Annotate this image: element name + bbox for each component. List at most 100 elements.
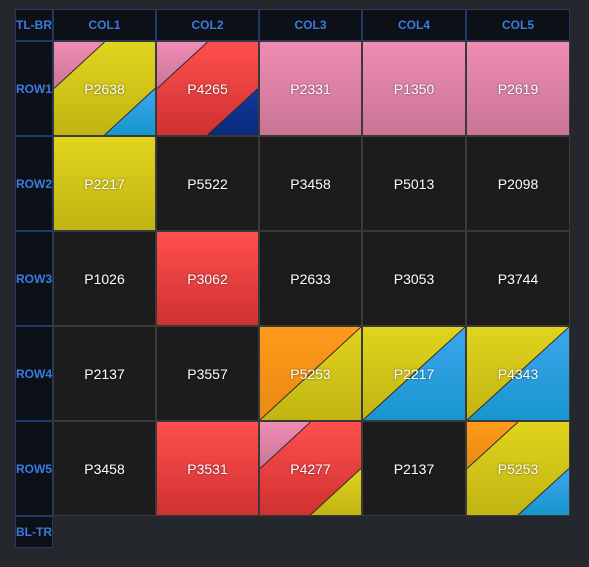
- cell-fill: [54, 327, 155, 420]
- cell-label: P3062: [187, 270, 228, 287]
- cell-swatch: [260, 422, 361, 515]
- cell-fill: [467, 232, 569, 325]
- cell-swatch: [467, 422, 569, 515]
- cell-label: P3744: [497, 270, 539, 287]
- cell-fill: [363, 232, 465, 325]
- cell-swatch: [157, 327, 258, 420]
- cell-label: P5253: [290, 365, 331, 382]
- cell-label: P3557: [187, 365, 228, 382]
- grid-cell-r4-c5[interactable]: P4343: [466, 326, 570, 421]
- cell-label: P5013: [393, 175, 435, 192]
- corner-bottom-left-label: BL-TR: [15, 516, 53, 548]
- cell-fill: [157, 137, 258, 230]
- cell-swatch: [363, 327, 465, 420]
- cell-swatch: [363, 422, 465, 515]
- cell-divider: [157, 42, 208, 89]
- cell-label: P2098: [497, 175, 539, 192]
- grid-cell-r4-c1[interactable]: P2137: [53, 326, 156, 421]
- row-header-3: ROW3: [15, 231, 53, 326]
- cell-fill: [260, 232, 361, 325]
- cell-swatch: [260, 42, 361, 135]
- column-header-1: COL1: [53, 9, 156, 41]
- cell-swatch: [260, 327, 361, 420]
- cell-label: P5522: [187, 175, 228, 192]
- corner-top-left-label: TL-BR: [15, 9, 53, 41]
- cell-label: P4343: [497, 365, 539, 382]
- grid-cell-r1-c1[interactable]: P2638: [53, 41, 156, 136]
- cell-swatch: [467, 327, 569, 420]
- cell-fill: [363, 42, 465, 135]
- cell-label: P3458: [84, 460, 125, 477]
- grid-cell-r3-c2[interactable]: P3062: [156, 231, 259, 326]
- grid-cell-r4-c4[interactable]: P2217: [362, 326, 466, 421]
- grid-cell-r2-c3[interactable]: P3458: [259, 136, 362, 231]
- column-header-2: COL2: [156, 9, 259, 41]
- cell-label: P2331: [290, 80, 331, 97]
- column-header-4: COL4: [362, 9, 466, 41]
- grid-cell-r5-c5[interactable]: P5253: [466, 421, 570, 516]
- cell-label: P2619: [497, 80, 539, 97]
- cell-swatch: [467, 232, 569, 325]
- cell-swatch: [363, 137, 465, 230]
- cell-divider: [260, 327, 361, 420]
- grid-cell-r1-c5[interactable]: P2619: [466, 41, 570, 136]
- cell-label: P1350: [393, 80, 435, 97]
- cell-label: P1026: [84, 270, 125, 287]
- grid-cell-r2-c5[interactable]: P2098: [466, 136, 570, 231]
- cell-swatch: [54, 422, 155, 515]
- cell-label: P3053: [393, 270, 435, 287]
- grid-cell-r3-c5[interactable]: P3744: [466, 231, 570, 326]
- cell-fill: [363, 137, 465, 230]
- cell-divider: [104, 88, 155, 135]
- grid-cell-r5-c1[interactable]: P3458: [53, 421, 156, 516]
- cell-fill: [54, 422, 155, 515]
- cell-swatch: [157, 42, 258, 135]
- cell-fill: [260, 137, 361, 230]
- grid-cell-r2-c4[interactable]: P5013: [362, 136, 466, 231]
- grid-cell-r1-c2[interactable]: P4265: [156, 41, 259, 136]
- cell-divider: [207, 88, 258, 135]
- cell-label: P3458: [290, 175, 331, 192]
- cell-swatch: [54, 327, 155, 420]
- cell-label: P2137: [84, 365, 125, 382]
- cell-swatch: [467, 137, 569, 230]
- grid-cell-r3-c1[interactable]: P1026: [53, 231, 156, 326]
- cell-label: P4277: [290, 460, 331, 477]
- cell-fill: [157, 327, 258, 420]
- grid-cell-r2-c1[interactable]: P2217: [53, 136, 156, 231]
- cell-swatch: [54, 137, 155, 230]
- cell-swatch: [467, 42, 569, 135]
- grid-cell-r3-c3[interactable]: P2633: [259, 231, 362, 326]
- cell-divider: [363, 327, 465, 420]
- grid-cell-r1-c4[interactable]: P1350: [362, 41, 466, 136]
- cell-swatch: [157, 137, 258, 230]
- cell-swatch: [260, 137, 361, 230]
- cell-divider: [517, 468, 569, 515]
- grid-cell-r4-c2[interactable]: P3557: [156, 326, 259, 421]
- cell-swatch: [54, 232, 155, 325]
- cell-label: P2217: [84, 175, 125, 192]
- cell-fill: [157, 232, 258, 325]
- cell-label: P5253: [497, 460, 539, 477]
- grid-cell-r5-c4[interactable]: P2137: [362, 421, 466, 516]
- grid-cell-r5-c2[interactable]: P3531: [156, 421, 259, 516]
- cell-swatch: [157, 232, 258, 325]
- cell-fill: [467, 42, 569, 135]
- grid-cell-r5-c3[interactable]: P4277: [259, 421, 362, 516]
- cell-divider: [310, 468, 361, 515]
- grid-cell-r3-c4[interactable]: P3053: [362, 231, 466, 326]
- cell-label: P2633: [290, 270, 331, 287]
- cell-fill: [54, 232, 155, 325]
- cell-swatch: [54, 42, 155, 135]
- grid-cell-r1-c3[interactable]: P2331: [259, 41, 362, 136]
- cell-divider: [467, 422, 519, 469]
- cell-swatch: [157, 422, 258, 515]
- cell-fill: [157, 422, 258, 515]
- row-header-5: ROW5: [15, 421, 53, 516]
- grid-cell-r4-c3[interactable]: P5253: [259, 326, 362, 421]
- row-header-2: ROW2: [15, 136, 53, 231]
- cell-label: P2217: [393, 365, 435, 382]
- cell-fill: [467, 137, 569, 230]
- grid-cell-r2-c2[interactable]: P5522: [156, 136, 259, 231]
- cell-label: P2638: [84, 80, 125, 97]
